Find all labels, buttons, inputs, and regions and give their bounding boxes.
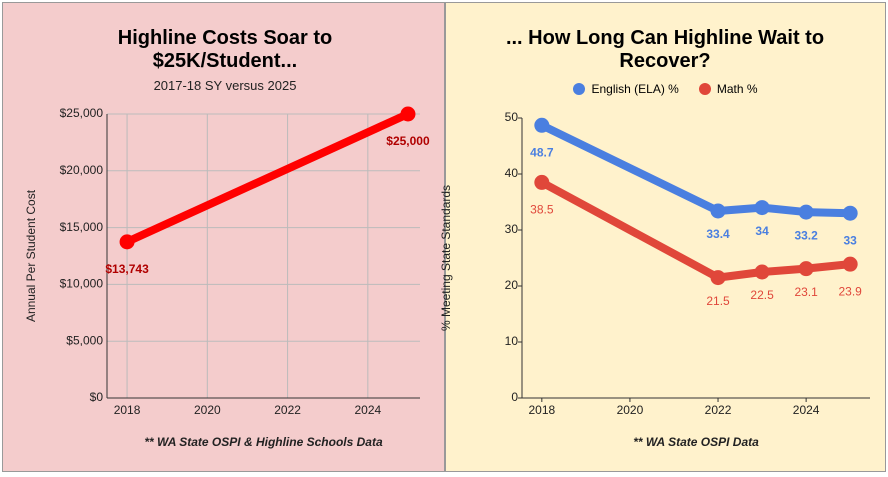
y-tick-label: $0 [90, 390, 104, 404]
x-tick-label: 2024 [354, 403, 381, 417]
x-tick-label: 2022 [274, 403, 301, 417]
data-label: 33 [843, 233, 857, 247]
data-label: 33.4 [706, 227, 730, 241]
data-point [798, 204, 814, 220]
chart-title: Highline Costs Soar to $25K/Student... [117, 27, 333, 72]
data-label: 21.5 [706, 294, 730, 308]
data-label: $13,743 [105, 262, 149, 276]
x-tick-label: 2020 [617, 403, 644, 417]
data-label: $25,000 [386, 134, 430, 148]
data-label: 23.9 [838, 284, 862, 298]
y-axis-label: Annual Per Student Cost [24, 189, 38, 322]
data-point [754, 264, 770, 280]
data-point [534, 174, 550, 190]
legend-label: English (ELA) % [591, 82, 679, 96]
data-point [754, 200, 770, 216]
legend-item: English (ELA) % [573, 82, 679, 96]
data-point [798, 261, 814, 277]
footnote: ** WA State OSPI Data [633, 435, 759, 449]
y-tick-label: 20 [505, 278, 519, 292]
left-panel [2, 2, 445, 472]
data-point [710, 270, 726, 286]
x-tick-label: 2022 [705, 403, 732, 417]
x-tick-label: 2020 [194, 403, 221, 417]
y-tick-label: $25,000 [60, 106, 104, 120]
data-label: 38.5 [530, 203, 554, 217]
y-tick-label: 30 [505, 222, 519, 236]
y-tick-label: 0 [511, 390, 518, 404]
data-label: 48.7 [530, 145, 554, 159]
legend-item: Math % [698, 82, 758, 96]
y-tick-label: 10 [505, 334, 519, 348]
legend-label: Math % [716, 82, 758, 96]
y-tick-label: 50 [505, 110, 519, 124]
legend-swatch [698, 83, 711, 95]
data-point [842, 205, 858, 221]
data-label: 34 [755, 224, 769, 238]
x-tick-label: 2024 [793, 403, 820, 417]
data-label: 22.5 [750, 288, 774, 302]
y-tick-label: 40 [505, 166, 519, 180]
legend-swatch [573, 83, 586, 95]
y-tick-label: $20,000 [60, 163, 104, 177]
data-point [534, 117, 550, 133]
y-tick-label: $5,000 [66, 333, 103, 347]
footnote: ** WA State OSPI & Highline Schools Data [144, 435, 383, 449]
data-label: 33.2 [794, 228, 818, 242]
right-panel [445, 2, 886, 472]
data-point [710, 203, 726, 219]
data-line [540, 121, 851, 218]
legend: English (ELA) % Math % [445, 82, 886, 96]
y-tick-label: $15,000 [60, 220, 104, 234]
data-point [400, 106, 416, 122]
y-tick-label: $10,000 [60, 277, 104, 291]
chart-title: ... How Long Can Highline Wait to Recove… [505, 27, 825, 72]
x-tick-label: 2018 [528, 403, 555, 417]
data-line [125, 110, 410, 246]
data-point [119, 234, 135, 250]
chart-subtitle: 2017-18 SY versus 2025 [153, 78, 297, 93]
x-tick-label: 2018 [114, 403, 141, 417]
data-label: 23.1 [794, 285, 818, 299]
y-axis-label: % Meeting State Standards [439, 185, 453, 331]
data-point [842, 256, 858, 272]
